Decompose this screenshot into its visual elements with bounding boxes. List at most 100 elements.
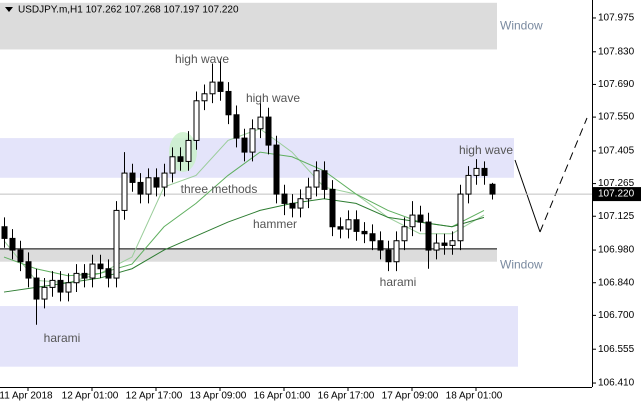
candle-body: [225, 90, 232, 116]
zone-label: Window: [500, 18, 543, 32]
candle-body: [17, 249, 24, 263]
x-tick-label: 16 Apr 17:00: [318, 391, 375, 402]
menu-triangle[interactable]: [5, 7, 13, 12]
candle-body: [425, 221, 432, 251]
candle-body: [129, 172, 136, 183]
candle-body: [313, 170, 320, 188]
candle-body: [89, 263, 96, 279]
candle-body: [249, 128, 256, 153]
candle-body: [297, 198, 304, 209]
y-tick-label: 107.975: [598, 13, 635, 24]
x-tick-label: 18 Apr 01:00: [446, 391, 503, 402]
annotation: hammer: [253, 217, 297, 231]
candle-body: [305, 186, 312, 200]
candle-body: [137, 181, 144, 195]
candle-body: [105, 268, 112, 279]
candle-body: [185, 139, 192, 162]
candle-body: [193, 100, 200, 141]
candle-body: [201, 93, 208, 102]
y-tick-label: 106.555: [598, 344, 635, 355]
y-tick-label: 106.700: [598, 310, 635, 321]
annotation: high wave: [246, 91, 300, 105]
candle-body: [449, 240, 456, 246]
zone: [0, 2, 497, 50]
candle-body: [369, 233, 376, 242]
projection-line: [514, 159, 541, 233]
x-tick-label: 17 Apr 09:00: [382, 391, 439, 402]
candle-body: [433, 242, 440, 251]
candle-body: [97, 263, 104, 270]
candle-body: [289, 202, 296, 209]
x-tick-label: 12 Apr 17:00: [126, 391, 183, 402]
candle-body: [177, 156, 184, 162]
zone-label: Window: [500, 257, 543, 271]
y-tick-label: 106.840: [598, 277, 635, 288]
candle-body: [81, 272, 88, 279]
candle-body: [489, 183, 496, 195]
candle-body: [361, 230, 368, 235]
candle-body: [257, 116, 264, 130]
x-tick-label: 12 Apr 01:00: [62, 391, 119, 402]
candle-body: [345, 219, 352, 230]
y-tick-label: 107.405: [598, 146, 635, 157]
y-tick-label: 106.980: [598, 245, 635, 256]
annotation: harami: [44, 331, 81, 345]
annotation: high wave: [459, 143, 513, 157]
x-tick-label: 11 Apr 2018: [0, 391, 53, 402]
y-tick-label: 107.125: [598, 211, 635, 222]
candle-body: [145, 177, 152, 195]
candle-body: [401, 226, 408, 242]
candle-body: [25, 261, 32, 279]
y-tick-label: 106.410: [598, 378, 635, 389]
x-tick-label: 16 Apr 01:00: [254, 391, 311, 402]
annotation: harami: [380, 275, 417, 289]
candle-body: [161, 172, 168, 188]
candle-body: [73, 272, 80, 284]
zone: [0, 306, 518, 367]
candle-body: [353, 219, 360, 232]
candle-body: [377, 240, 384, 251]
projection-dashed: [539, 117, 588, 233]
chart-title: USDJPY.m,H1 107.262 107.268 107.197 107.…: [18, 5, 239, 16]
candle-body: [393, 240, 400, 263]
y-tick-label: 107.550: [598, 112, 635, 123]
annotation: three methods: [181, 182, 258, 196]
candle-body: [321, 170, 328, 190]
candle-body: [153, 177, 160, 188]
candle-body: [9, 237, 16, 251]
candle-body: [169, 156, 176, 174]
candle-body: [113, 209, 120, 279]
candle-body: [241, 137, 248, 153]
candle-body: [281, 193, 288, 204]
candle-body: [57, 279, 64, 293]
candle-body: [233, 114, 240, 139]
candle-body: [273, 144, 280, 195]
candle-body: [1, 226, 8, 239]
candle-body: [41, 286, 48, 300]
y-tick-label: 107.690: [598, 79, 635, 90]
y-tick-label: 107.830: [598, 46, 635, 57]
candle-body: [441, 242, 448, 246]
zone: [0, 138, 514, 178]
candle-body: [33, 277, 40, 300]
candle-body: [265, 116, 272, 146]
candle-body: [473, 167, 480, 176]
candle-body: [209, 81, 216, 95]
candle-body: [337, 226, 344, 230]
y-tick-label: 107.265: [598, 178, 635, 189]
candle-body: [49, 279, 56, 288]
candle-body: [65, 282, 72, 293]
candle-body: [481, 167, 488, 176]
candle-body: [217, 81, 224, 92]
candle-body: [385, 249, 392, 263]
candle-body: [329, 188, 336, 228]
x-tick-label: 13 Apr 09:00: [190, 391, 247, 402]
annotation: high wave: [175, 52, 229, 66]
current-price-box: [593, 187, 641, 202]
candle-body: [465, 174, 472, 195]
candle-body: [409, 214, 416, 228]
zone: [0, 248, 497, 262]
current-price-label: 107.220: [598, 189, 635, 200]
candle-body: [417, 214, 424, 223]
